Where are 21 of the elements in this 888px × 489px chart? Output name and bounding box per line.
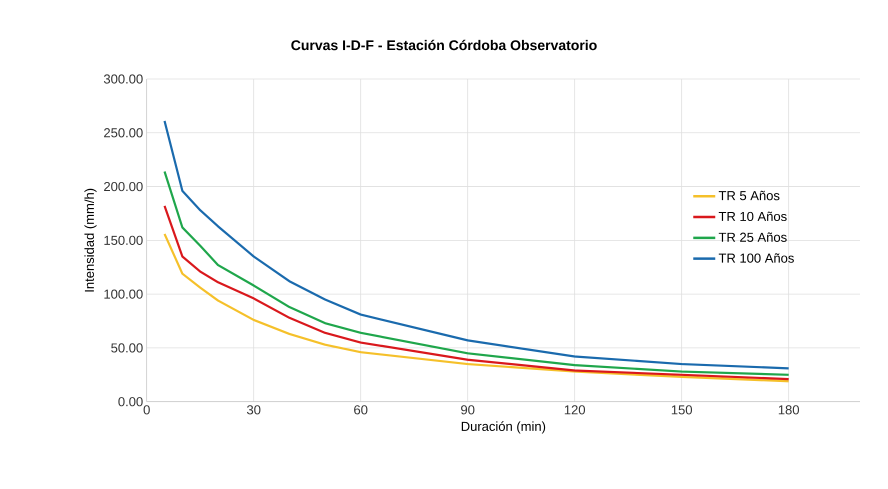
legend-label: TR 100 Años	[718, 253, 794, 263]
x-axis-title: Duración (min)	[462, 421, 546, 434]
y-tick-label: 100.00	[104, 290, 143, 299]
legend-label: TR 25 Años	[718, 232, 787, 242]
x-tick-label: 30	[246, 405, 260, 414]
chart-title: Curvas I-D-F - Estación Córdoba Observatorio	[291, 40, 597, 50]
y-tick-label: 50.00	[111, 343, 143, 353]
x-tick-label: 120	[564, 405, 586, 414]
y-tick-label: 200.00	[104, 182, 143, 192]
x-tick-label: 150	[672, 405, 692, 414]
legend-label: TR 5 Años	[718, 190, 780, 200]
x-tick-label: 90	[461, 405, 474, 414]
x-tick-label: 60	[354, 405, 368, 414]
y-tick-label: 150.00	[104, 236, 143, 245]
x-tick-label: 180	[778, 405, 800, 414]
y-axis-title: Intensidad (mm/h)	[84, 188, 97, 292]
y-tick-label: 0.00	[118, 397, 143, 406]
y-tick-label: 300.00	[104, 74, 143, 84]
legend-label: TR 10 Años	[718, 212, 787, 222]
y-tick-label: 250.00	[104, 128, 143, 138]
x-tick-label: 0	[144, 405, 150, 414]
